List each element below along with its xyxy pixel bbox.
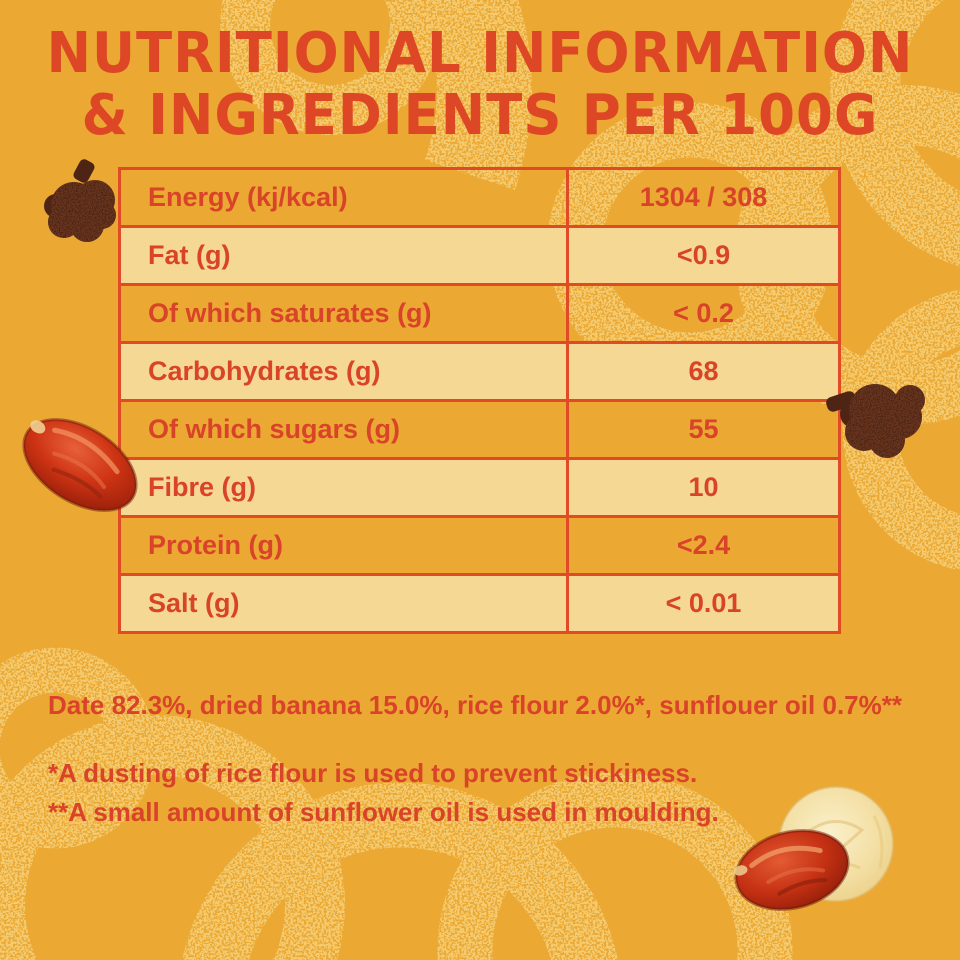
nutrition-table: Energy (kj/kcal) 1304 / 308 Fat (g) <0.9… (118, 167, 841, 634)
row-value: <0.9 (566, 228, 838, 283)
row-label: Salt (g) (148, 588, 240, 618)
table-row-energy: Energy (kj/kcal) 1304 / 308 (121, 170, 838, 225)
table-row-fibre: Fibre (g) 10 (121, 457, 838, 515)
row-value: 1304 / 308 (566, 170, 838, 225)
table-row-protein: Protein (g) <2.4 (121, 515, 838, 573)
footnotes: *A dusting of rice flour is used to prev… (48, 754, 928, 832)
row-label: Of which saturates (g) (148, 298, 432, 328)
row-value: < 0.2 (566, 286, 838, 341)
row-label: Protein (g) (148, 530, 283, 560)
row-value: 68 (566, 344, 838, 399)
row-label: Carbohydrates (g) (148, 356, 381, 386)
title-line-2: & INGREDIENTS PER 100G (81, 82, 879, 148)
table-row-carbohydrates: Carbohydrates (g) 68 (121, 341, 838, 399)
chocolate-bite-top-left (44, 159, 116, 242)
row-label: Of which sugars (g) (148, 414, 401, 444)
row-value: <2.4 (566, 518, 838, 573)
table-row-sugars: Of which sugars (g) 55 (121, 399, 838, 457)
footnote-rice-flour: *A dusting of rice flour is used to prev… (48, 758, 698, 788)
row-value: 10 (566, 460, 838, 515)
footnote-sunflower-oil: **A small amount of sunflower oil is use… (48, 797, 719, 827)
table-row-salt: Salt (g) < 0.01 (121, 573, 838, 631)
row-label: Fat (g) (148, 240, 231, 270)
row-label: Energy (kj/kcal) (148, 182, 348, 212)
row-label: Fibre (g) (148, 472, 256, 502)
date-fruit (733, 829, 850, 911)
ingredients-line: Date 82.3%, dried banana 15.0%, rice flo… (48, 690, 902, 720)
table-row-fat: Fat (g) <0.9 (121, 225, 838, 283)
title-line-1: NUTRITIONAL INFORMATION (46, 20, 914, 86)
table-row-saturates: Of which saturates (g) < 0.2 (121, 283, 838, 341)
row-value: 55 (566, 402, 838, 457)
row-value: < 0.01 (566, 576, 838, 631)
